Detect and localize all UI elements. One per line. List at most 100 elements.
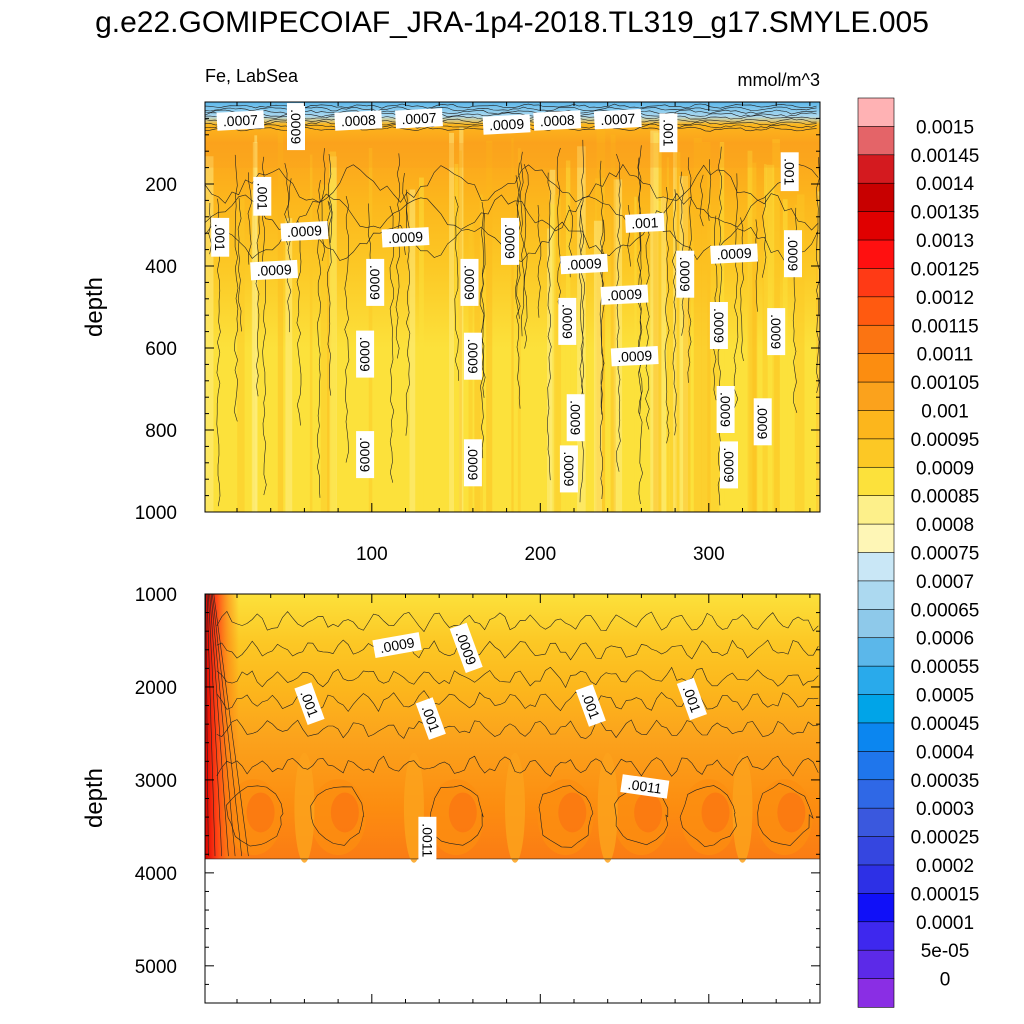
colorbar-label: 0.0015 — [916, 117, 974, 138]
colorbar-label: 0.0002 — [916, 856, 974, 877]
upper-contour-label: .0009 — [280, 220, 329, 242]
colorbar-swatch — [857, 438, 895, 468]
colorbar-label: 0.00035 — [911, 771, 980, 792]
y-tick-label: 1000 — [135, 503, 177, 524]
y-tick-label: 200 — [145, 175, 177, 196]
colorbar-swatch — [857, 381, 895, 412]
upper-contour-label: .0009 — [356, 330, 375, 378]
upper-contour-label-text: .001 — [660, 119, 676, 146]
upper-contour-label: .0008 — [533, 110, 582, 131]
upper-contour-label-text: .001 — [254, 183, 270, 210]
upper-y-axis-label: depth — [81, 277, 108, 337]
colorbar-swatch — [857, 296, 895, 326]
colorbar-swatch — [857, 694, 895, 724]
upper-contour-label-text: .0009 — [785, 236, 801, 271]
upper-contour-label: .0009 — [784, 230, 802, 278]
upper-contour-label-text: .0009 — [288, 109, 304, 144]
upper-contour-label-text: .0009 — [462, 265, 478, 300]
colorbar-label: 0.00125 — [911, 259, 980, 280]
lower-contour-panel: .0009.0009.001.001.001.001.0011.0011 100… — [81, 585, 821, 1004]
lower-contour-label-text: .0011 — [419, 823, 435, 857]
upper-contour-label-text: .0008 — [539, 112, 575, 130]
upper-contour-label: .0009 — [463, 439, 482, 487]
upper-contour-label-text: .0009 — [559, 304, 575, 339]
upper-contour-label: .001 — [780, 152, 799, 192]
upper-contour-label: .0009 — [287, 103, 305, 151]
y-tick-label: 3000 — [135, 771, 177, 792]
panel-left-label: Fe, LabSea — [205, 66, 299, 86]
upper-contour-label: .0009 — [610, 345, 659, 367]
upper-contour-label: .0009 — [560, 253, 609, 275]
upper-contour-label-text: .0009 — [566, 255, 602, 273]
upper-contour-label: .001 — [659, 113, 678, 153]
upper-contour-label-text: .0009 — [677, 257, 693, 292]
x-tick-label: 100 — [356, 544, 388, 565]
upper-contour-label: .0009 — [709, 302, 728, 349]
upper-contour-label: .0009 — [600, 284, 649, 305]
upper-contour-label: .0009 — [463, 332, 482, 380]
lower-contour-label: .0011 — [418, 816, 437, 864]
colorbar-swatch — [857, 722, 895, 753]
upper-contour-label: .0009 — [753, 398, 772, 446]
upper-contour-label-text: .0007 — [600, 110, 636, 128]
upper-contour-label: .0008 — [334, 110, 383, 131]
colorbar-label: 0.00145 — [911, 146, 980, 167]
panel-right-label: mmol/m^3 — [738, 70, 820, 90]
colorbar-label: 0.00015 — [911, 884, 980, 905]
upper-contour-label-text: .0007 — [401, 109, 437, 127]
colorbar-label: 0.0013 — [916, 231, 974, 252]
upper-contour-label: .001 — [624, 212, 665, 233]
y-tick-label: 5000 — [135, 957, 177, 978]
colorbar-label: 0.0011 — [917, 345, 974, 366]
colorbar-swatch — [857, 949, 895, 980]
colorbar-label: 0.00075 — [911, 544, 980, 565]
colorbar-swatch — [857, 126, 895, 156]
upper-contour-label-text: .0009 — [716, 245, 752, 263]
upper-contour-label-text: .0009 — [388, 228, 424, 246]
lower-contour-label: .0011 — [620, 774, 670, 799]
lower-contour-field — [205, 594, 820, 863]
colorbar: 0.0015 0.00145 0.0014 0.00135 0.0013 0.00125 0… — [857, 97, 980, 1008]
upper-contour-label: .001 — [253, 176, 272, 216]
colorbar-label: 0.0001 — [916, 913, 974, 934]
lower-y-axis-label: depth — [81, 768, 108, 828]
upper-contour-label-text: .0009 — [286, 222, 322, 240]
x-tick-label: 300 — [693, 544, 725, 565]
upper-contour-label-text: .0009 — [711, 308, 727, 343]
colorbar-label: 0.0007 — [916, 572, 974, 593]
y-tick-label: 4000 — [135, 864, 177, 885]
upper-contour-label-text: .0007 — [222, 112, 258, 130]
upper-contour-label-text: .0009 — [465, 339, 481, 374]
colorbar-label: 0.00065 — [911, 600, 980, 621]
upper-contour-label: .0009 — [720, 441, 738, 489]
colorbar-swatch — [857, 751, 895, 781]
colorbar-label: 0.0003 — [916, 799, 974, 820]
upper-contour-label-text: .0009 — [502, 224, 518, 259]
colorbar-label: 0.0008 — [916, 515, 974, 536]
upper-plot-frame — [204, 101, 821, 513]
colorbar-swatch — [857, 523, 895, 554]
colorbar-label: 0.0014 — [916, 174, 975, 195]
colorbar-label: 5e-05 — [921, 941, 970, 962]
colorbar-swatch — [857, 921, 895, 951]
colorbar-label: 0.00025 — [911, 828, 980, 849]
upper-contour-label-text: .001 — [782, 158, 798, 185]
colorbar-label: 0.00115 — [911, 316, 978, 337]
upper-contour-label: .0009 — [716, 386, 735, 433]
upper-contour-label-text: .0009 — [617, 347, 653, 365]
y-tick-label: 800 — [145, 421, 177, 442]
upper-contour-label-text: .0009 — [367, 265, 383, 300]
upper-contour-label-text: .0009 — [256, 261, 292, 279]
colorbar-label: 0.0005 — [916, 686, 974, 707]
colorbar-label: 0.0004 — [916, 742, 975, 763]
upper-contour-label: .0009 — [767, 308, 786, 356]
y-tick-label: 2000 — [135, 678, 177, 699]
colorbar-swatch — [857, 353, 895, 383]
upper-contour-label-text: .0009 — [718, 392, 734, 427]
upper-contour-label-text: .0009 — [489, 116, 525, 134]
colorbar-swatch — [857, 665, 895, 696]
upper-contour-label-text: .0009 — [768, 314, 784, 349]
colorbar-swatch — [857, 580, 895, 611]
x-tick-label: 200 — [524, 544, 556, 565]
upper-contour-label: .0009 — [558, 297, 577, 345]
